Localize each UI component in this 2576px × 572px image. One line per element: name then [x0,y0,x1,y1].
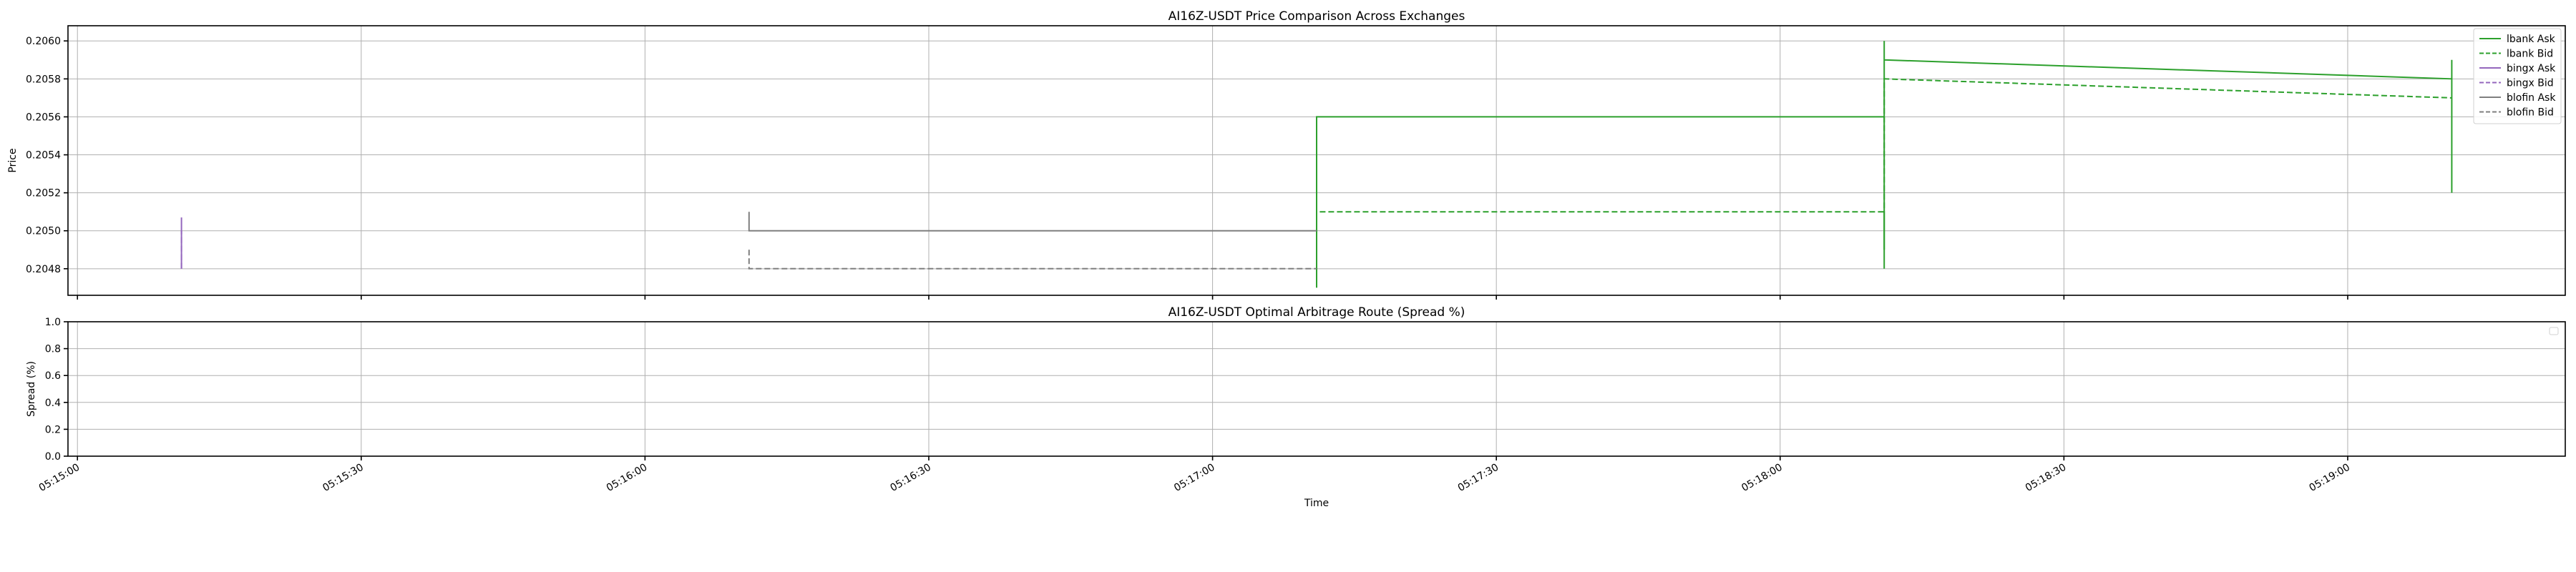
series-line-lbank-bid [1316,78,2452,269]
x-tick-label: 05:15:30 [321,462,365,494]
top-chart-title: AI16Z-USDT Price Comparison Across Excha… [1169,9,1465,24]
legend: lbank Ask lbank Bid bingx Ask bingx Bid blof… [2473,28,2562,124]
top-panel-frame [67,25,2566,296]
x-tick-label: 05:19:00 [2307,462,2351,494]
top-y-axis-label: Price [7,148,19,172]
top-y-tick-label: 0.2050 [26,226,61,237]
bottom-y-tick-label: 1.0 [45,317,61,328]
bottom-panel-ticks: 05:15:00 05:15:30 05:16:00 05:16:30 05:17:00… [37,317,2352,494]
bottom-y-tick-label: 0.8 [45,344,61,355]
top-y-tick-label: 0.2052 [26,188,61,199]
legend-label: bingx Ask [2507,63,2556,74]
x-tick-label: 05:18:30 [2024,462,2068,494]
x-tick-label: 05:16:00 [605,462,649,494]
legend-label: blofin Bid [2507,107,2554,119]
top-y-tick-label: 0.2048 [26,264,61,275]
x-tick-label: 05:16:30 [889,462,933,494]
bottom-y-tick-label: 0.0 [45,451,61,463]
price-series-layer [180,41,2453,288]
legend-label: lbank Ask [2507,34,2556,45]
top-y-tick-label: 0.2060 [26,36,61,47]
legend-label: bingx Bid [2507,78,2554,89]
top-y-tick-label: 0.2054 [26,150,61,162]
bottom-panel-frame [67,321,2566,457]
bottom-y-tick-label: 0.4 [45,398,61,409]
series-line-blofin-ask [748,212,1317,232]
bottom-legend-box [2549,327,2559,335]
x-axis-label: Time [1304,498,1329,509]
x-tick-label: 05:18:00 [1740,462,1784,494]
top-y-tick-label: 0.2058 [26,74,61,85]
top-y-tick-label: 0.2056 [26,112,61,123]
bottom-panel-grid [68,321,2565,457]
bottom-chart-title: AI16Z-USDT Optimal Arbitrage Route (Spre… [1169,305,1465,320]
legend-label: blofin Ask [2507,92,2556,104]
top-panel-ticks: 0.2048 0.2050 0.2052 0.2054 0.2056 0.2058 0.20… [26,36,2348,300]
legend-box [2473,28,2562,124]
bottom-y-axis-label: Spread (%) [26,361,37,417]
x-tick-label: 05:15:00 [37,462,82,494]
series-line-blofin-bid [748,250,1317,270]
x-tick-label: 05:17:30 [1456,462,1501,494]
bottom-y-tick-label: 0.6 [45,370,61,382]
x-tick-label: 05:17:00 [1172,462,1216,494]
bottom-y-tick-label: 0.2 [45,424,61,435]
legend-label: lbank Bid [2507,49,2553,60]
